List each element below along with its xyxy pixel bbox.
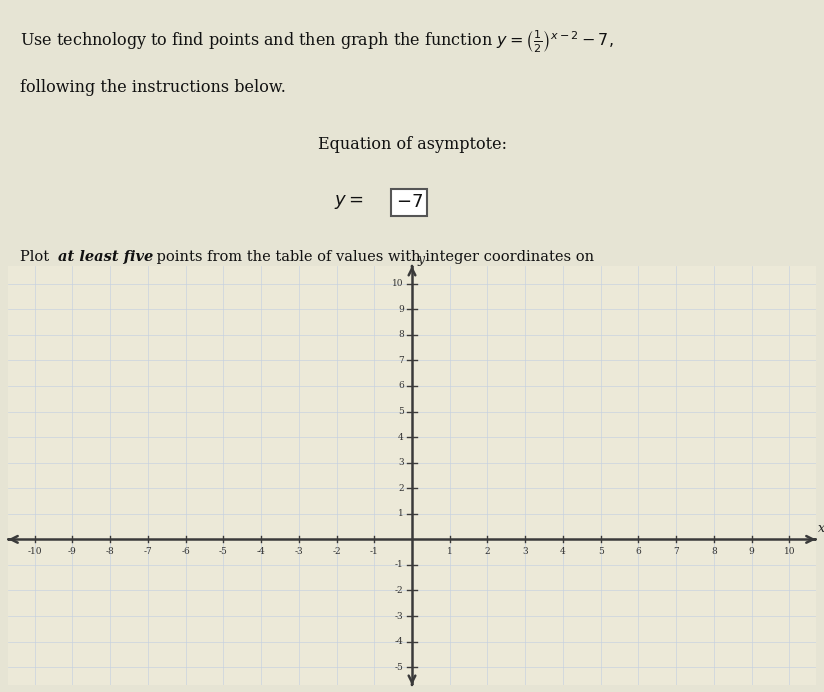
Text: 5: 5	[597, 547, 604, 556]
Text: -4: -4	[395, 637, 404, 646]
Text: $-7$: $-7$	[396, 193, 423, 211]
Text: 4: 4	[398, 432, 404, 441]
Text: -5: -5	[395, 663, 404, 672]
Text: Use technology to find points and then graph the function $y = \left(\frac{1}{2}: Use technology to find points and then g…	[21, 28, 614, 54]
Text: -1: -1	[370, 547, 379, 556]
Text: 10: 10	[784, 547, 795, 556]
Text: 1: 1	[447, 547, 452, 556]
Text: 7: 7	[673, 547, 679, 556]
Text: 10: 10	[392, 280, 404, 289]
Text: 4: 4	[560, 547, 566, 556]
Text: Plot: Plot	[21, 251, 54, 264]
Text: x: x	[817, 522, 824, 535]
Text: -3: -3	[395, 612, 404, 621]
Text: 2: 2	[485, 547, 490, 556]
Text: -8: -8	[105, 547, 115, 556]
Text: $y =$: $y =$	[334, 193, 363, 211]
Text: -3: -3	[294, 547, 303, 556]
Text: -5: -5	[219, 547, 227, 556]
Text: 8: 8	[711, 547, 717, 556]
Text: -1: -1	[395, 561, 404, 570]
Text: 7: 7	[398, 356, 404, 365]
Text: points from the table of values with integer coordinates on: points from the table of values with int…	[152, 251, 594, 264]
Text: 9: 9	[398, 304, 404, 313]
Text: -2: -2	[332, 547, 341, 556]
Text: 6: 6	[398, 381, 404, 390]
Text: 1: 1	[398, 509, 404, 518]
Text: 8: 8	[398, 330, 404, 339]
Text: 2: 2	[398, 484, 404, 493]
Text: 5: 5	[398, 407, 404, 416]
Text: -6: -6	[181, 547, 190, 556]
Text: -2: -2	[395, 586, 404, 595]
Text: following the instructions below.: following the instructions below.	[21, 80, 286, 96]
Text: 3: 3	[522, 547, 528, 556]
Text: 3: 3	[398, 458, 404, 467]
Text: -9: -9	[68, 547, 77, 556]
Text: 9: 9	[749, 547, 755, 556]
Text: -10: -10	[27, 547, 42, 556]
Text: Equation of asymptote:: Equation of asymptote:	[317, 136, 507, 154]
Text: at least five: at least five	[59, 251, 153, 264]
Text: y: y	[418, 253, 425, 266]
Text: -4: -4	[257, 547, 265, 556]
Text: the axes below. Click a point to delete it.: the axes below. Click a point to delete …	[261, 286, 563, 300]
Text: -7: -7	[143, 547, 152, 556]
Text: 6: 6	[635, 547, 641, 556]
